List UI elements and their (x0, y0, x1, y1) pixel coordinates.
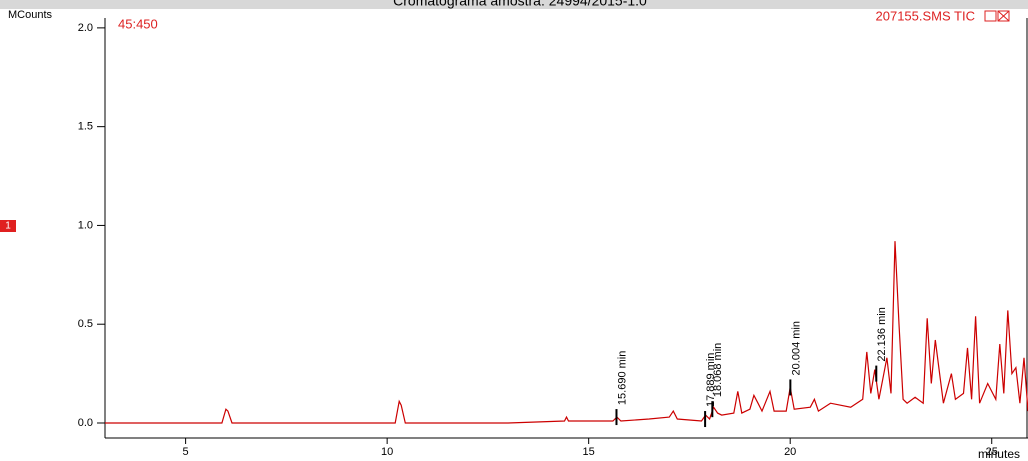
y-tick-label: 0.5 (78, 318, 93, 330)
x-tick-label: 20 (784, 446, 796, 458)
chart-title: Cromatograma amostra: 24994/2015-1.0 (393, 0, 647, 9)
title-bar (0, 0, 1028, 9)
peak-label: 15.690 min (616, 351, 628, 405)
y-tick-label: 0.0 (78, 417, 93, 429)
x-tick-label: 5 (183, 446, 189, 458)
close-icon[interactable] (997, 10, 1010, 22)
y-tick-label: 1.5 (78, 121, 93, 133)
y-tick-label: 1.0 (78, 219, 93, 231)
x-tick-label: 15 (583, 446, 595, 458)
y-tick-label: 2.0 (78, 22, 93, 34)
peak-label: 17.889 min (705, 353, 717, 407)
marker-box (0, 220, 16, 232)
y-axis-label: MCounts (8, 9, 53, 21)
trace-label: 207155.SMS TIC (876, 8, 975, 23)
window-icon[interactable] (984, 10, 997, 22)
ion-range: 45:450 (118, 16, 158, 31)
peak-label: 18.068 min (712, 343, 724, 397)
close-icon-cross (997, 10, 1010, 22)
x-tick-label: 25 (986, 446, 998, 458)
x-tick-label: 10 (381, 446, 393, 458)
x-axis-label: minutes (978, 447, 1020, 461)
peak-label: 22.136 min (876, 307, 888, 361)
peak-label: 20.004 min (790, 321, 802, 375)
trace-line (105, 241, 1028, 424)
marker-label: 1 (5, 221, 11, 232)
